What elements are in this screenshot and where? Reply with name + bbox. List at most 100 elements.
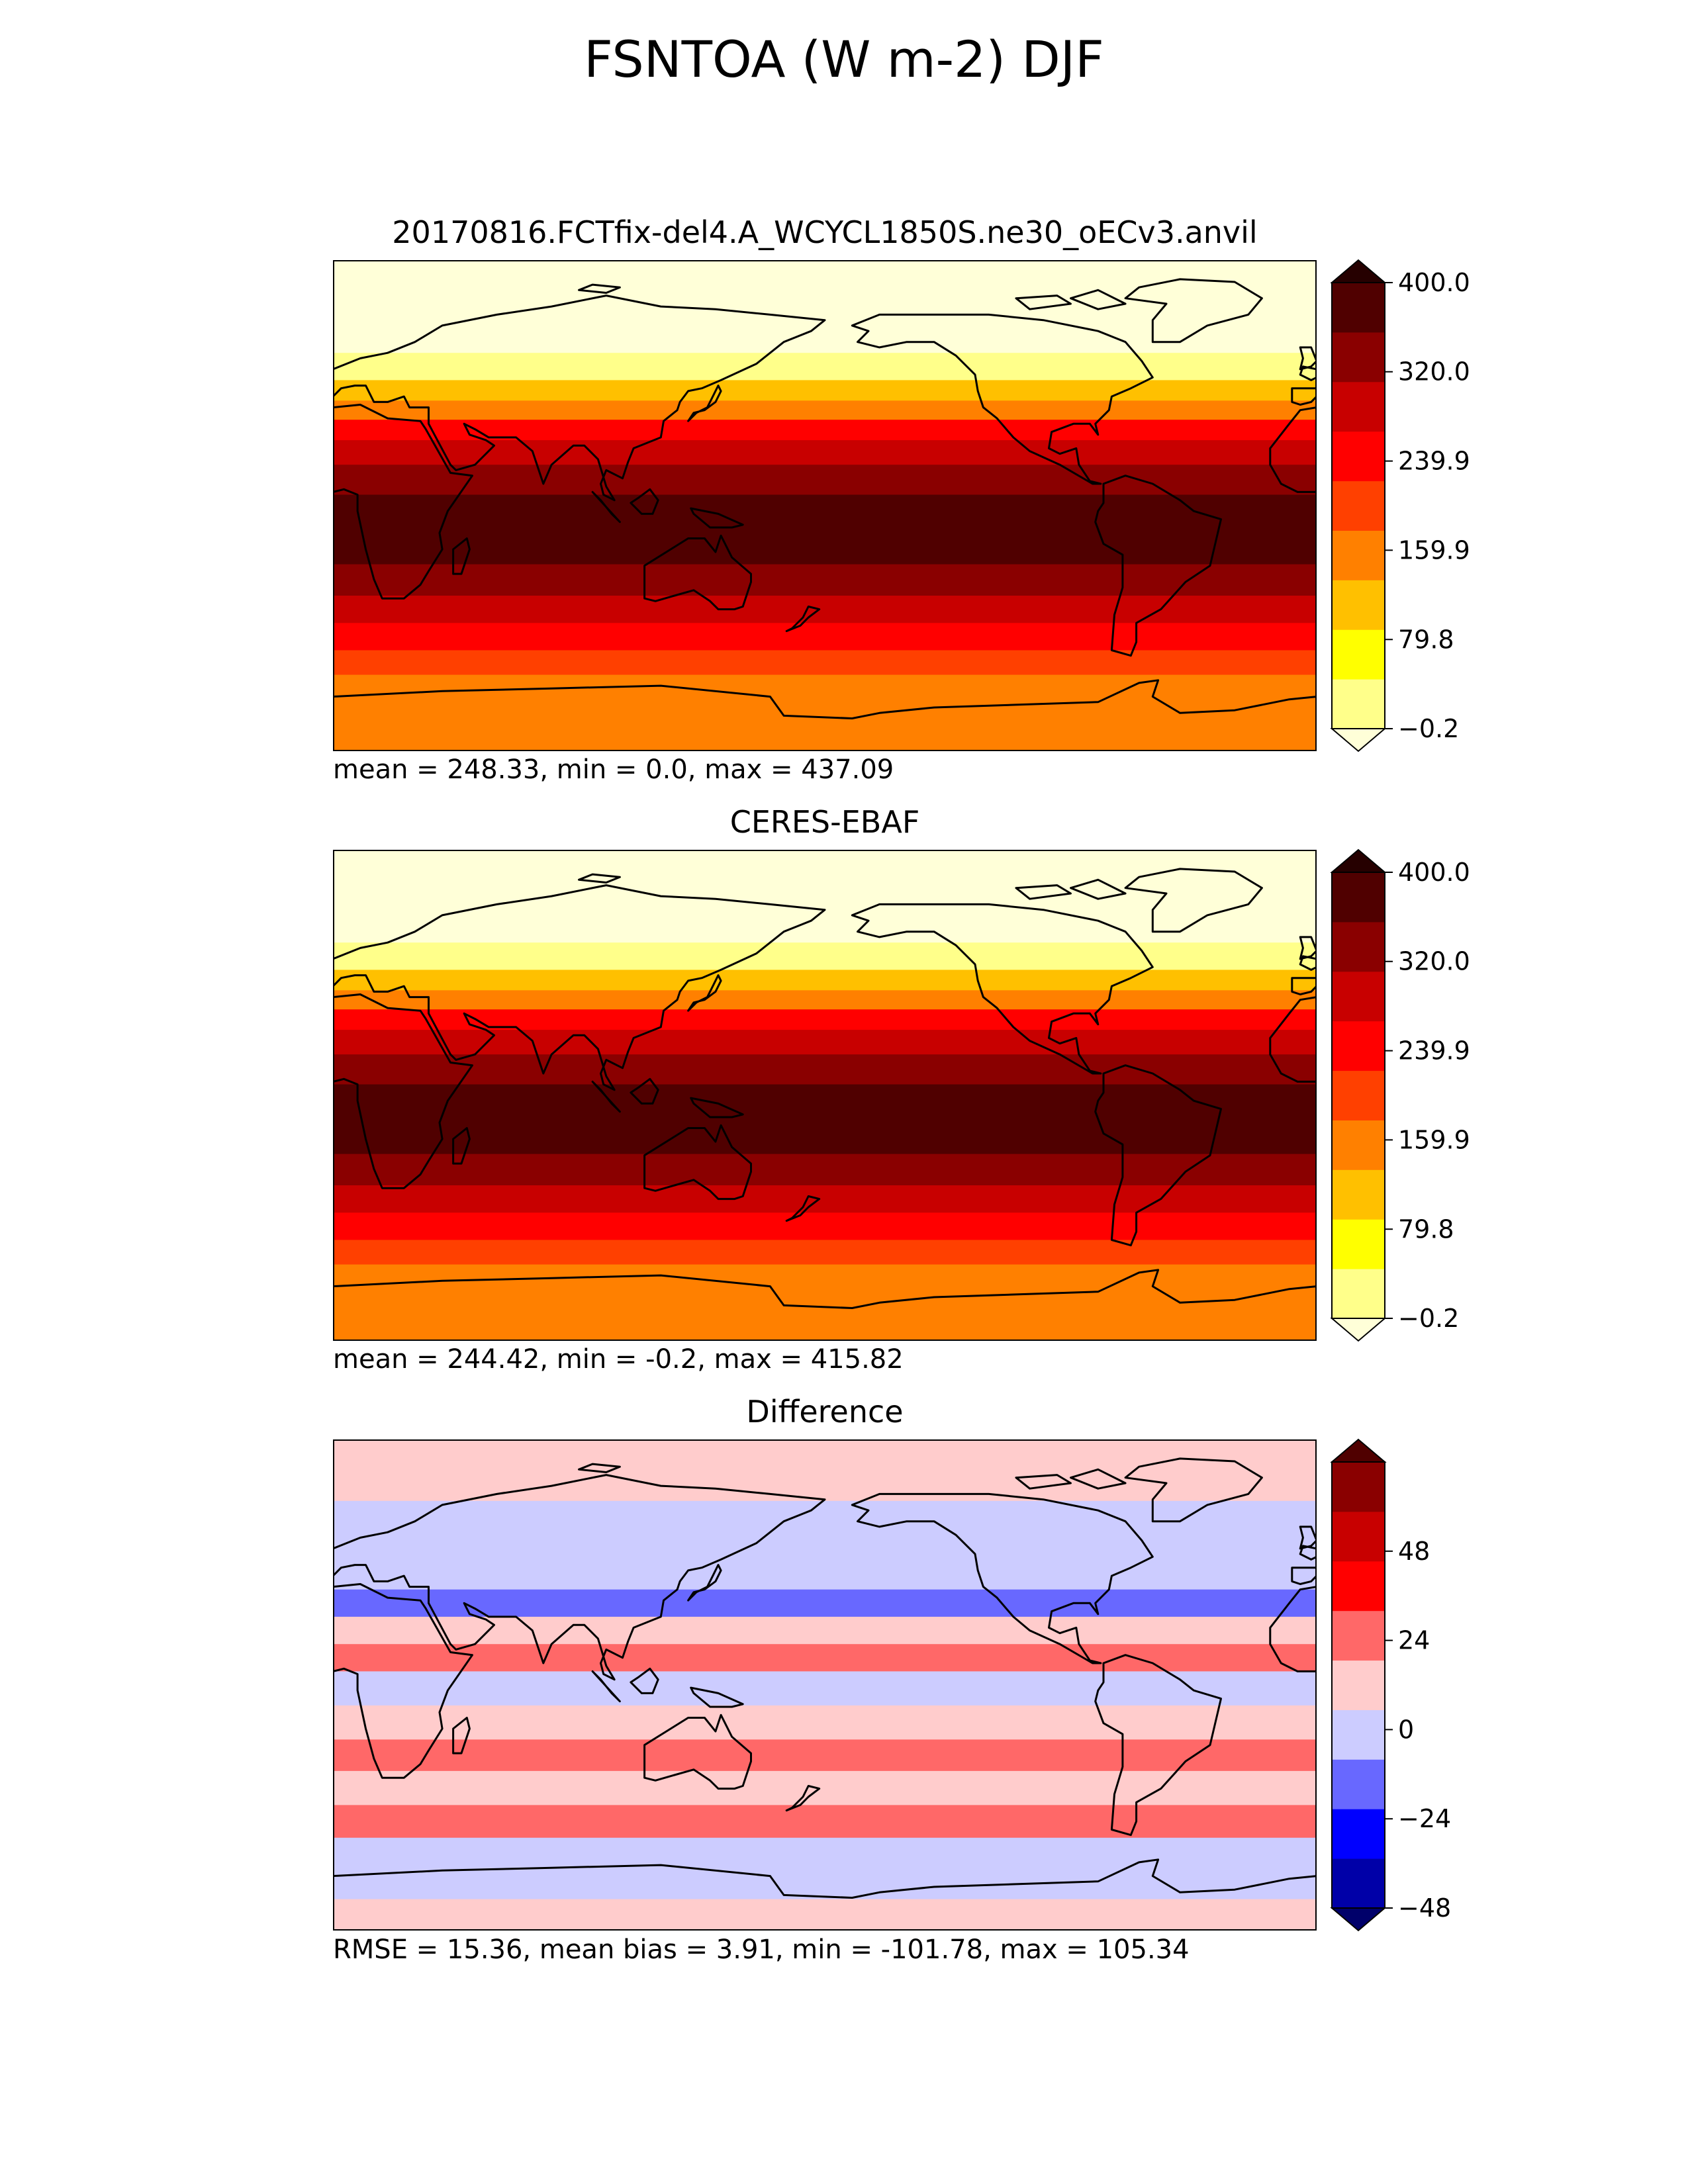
colorbar-frame	[1331, 872, 1385, 1319]
colorbar-tick-label: 239.9	[1398, 447, 1470, 476]
stats-observation: mean = 244.42, min = -0.2, max = 415.82	[333, 1344, 904, 1375]
colorbar-segment	[1332, 1070, 1385, 1120]
colorbar-tick-label: −0.2	[1398, 1304, 1459, 1333]
field-band	[333, 1084, 1317, 1119]
colorbar-segment	[1332, 332, 1385, 383]
field-band	[333, 260, 1317, 310]
field-band	[333, 1054, 1317, 1085]
field-band	[333, 440, 1317, 465]
coastline	[1124, 868, 1263, 933]
field-band	[333, 899, 1317, 943]
field-band	[333, 353, 1317, 381]
coastline	[578, 873, 621, 884]
coastline	[1269, 1586, 1317, 1672]
colorbar-tick-label: 48	[1398, 1537, 1430, 1566]
field-band	[333, 400, 1317, 420]
coastline	[1094, 475, 1222, 657]
colorbar-tick-label: 320.0	[1398, 947, 1470, 976]
coastline	[333, 1583, 473, 1779]
coastline	[1299, 1525, 1317, 1550]
coastline	[1015, 1474, 1072, 1490]
coastlines	[333, 1457, 1317, 1931]
coastline	[333, 993, 473, 1189]
field-band	[333, 1644, 1317, 1672]
panel-title-model: 20170816.FCTfix-del4.A_WCYCL1850S.ne30_o…	[392, 214, 1258, 250]
coastline	[333, 295, 826, 502]
field-band	[333, 1212, 1317, 1240]
field-band	[333, 990, 1317, 1010]
colorbar-segment	[1332, 1709, 1385, 1760]
coastline	[687, 385, 722, 422]
coastline	[690, 1686, 744, 1708]
coastline	[578, 1463, 621, 1473]
coastline	[1299, 346, 1317, 371]
colorbar-segment	[1332, 1561, 1385, 1612]
coastline	[785, 1195, 821, 1222]
colorbar-tick-label: 239.9	[1398, 1036, 1470, 1066]
colorbar-tick-label: 159.9	[1398, 1125, 1470, 1154]
coastline	[1124, 278, 1263, 343]
field-band	[333, 1118, 1317, 1155]
colorbar-segment	[1332, 872, 1385, 923]
coastline	[690, 507, 744, 529]
field-band	[333, 1770, 1317, 1805]
map-frame	[333, 850, 1317, 1341]
colorbar-extend-min	[1330, 1318, 1387, 1342]
field-band	[333, 1185, 1317, 1213]
colorbar-segment	[1332, 530, 1385, 580]
coastline	[1291, 977, 1317, 995]
colorbar-frame	[1331, 1461, 1385, 1909]
colorbar-segment	[1332, 1610, 1385, 1661]
colorbar-extend-max	[1330, 848, 1387, 873]
colorbar-extend-min	[1330, 1907, 1387, 1932]
field-band	[333, 529, 1317, 565]
coastline	[785, 1785, 821, 1812]
colorbar-extend-min	[1330, 728, 1387, 752]
colorbar-tick-label: 0	[1398, 1715, 1414, 1744]
field-band	[333, 564, 1317, 596]
map-frame	[333, 260, 1317, 751]
coastline	[1269, 996, 1317, 1083]
map-observation	[333, 850, 1317, 1341]
panel-title-observation: CERES-EBAF	[729, 804, 920, 840]
colorbar-tick-label: 79.8	[1398, 1214, 1454, 1244]
field-band	[333, 1868, 1317, 1900]
colorbar-segment	[1332, 679, 1385, 729]
field-band	[333, 1589, 1317, 1617]
coastline	[630, 488, 659, 515]
field-band	[333, 650, 1317, 676]
coastline	[1070, 878, 1127, 900]
figure-title: FSNTOA (W m-2) DJF	[584, 30, 1104, 89]
colorbar-extend-max	[1330, 259, 1387, 283]
field-band	[333, 380, 1317, 401]
field-band	[333, 1805, 1317, 1839]
map-model	[333, 260, 1317, 751]
coastline	[643, 1124, 752, 1201]
field-band	[333, 1899, 1317, 1931]
coastline	[333, 884, 826, 1091]
colorbar-tick-label: 24	[1398, 1626, 1430, 1655]
colorbar-segment	[1332, 1759, 1385, 1809]
field-band	[333, 1837, 1317, 1868]
field-band	[333, 1705, 1317, 1740]
coastline	[1291, 387, 1317, 406]
colorbar-segment	[1332, 480, 1385, 531]
field-band	[333, 1739, 1317, 1772]
colorbar-segment	[1332, 381, 1385, 432]
field-band	[333, 1154, 1317, 1186]
colorbar-tick-label: −24	[1398, 1804, 1451, 1833]
colorbar-difference: −48 −24 0 24 48	[1330, 1438, 1451, 1932]
coastline	[333, 404, 473, 600]
coastline	[1124, 1457, 1263, 1523]
field-band	[333, 309, 1317, 353]
colorbar-tick-label: −0.2	[1398, 714, 1459, 743]
colorbar-segment	[1332, 1021, 1385, 1071]
colorbar-segment	[1332, 1169, 1385, 1220]
coastline	[333, 1269, 1317, 1341]
stats-difference: RMSE = 15.36, mean bias = 3.91, min = -1…	[333, 1934, 1190, 1965]
coastline	[1070, 1468, 1127, 1490]
coastline	[452, 1127, 471, 1165]
coastline	[851, 1492, 1154, 1664]
coastline	[630, 1077, 659, 1105]
coastline	[1269, 406, 1317, 493]
